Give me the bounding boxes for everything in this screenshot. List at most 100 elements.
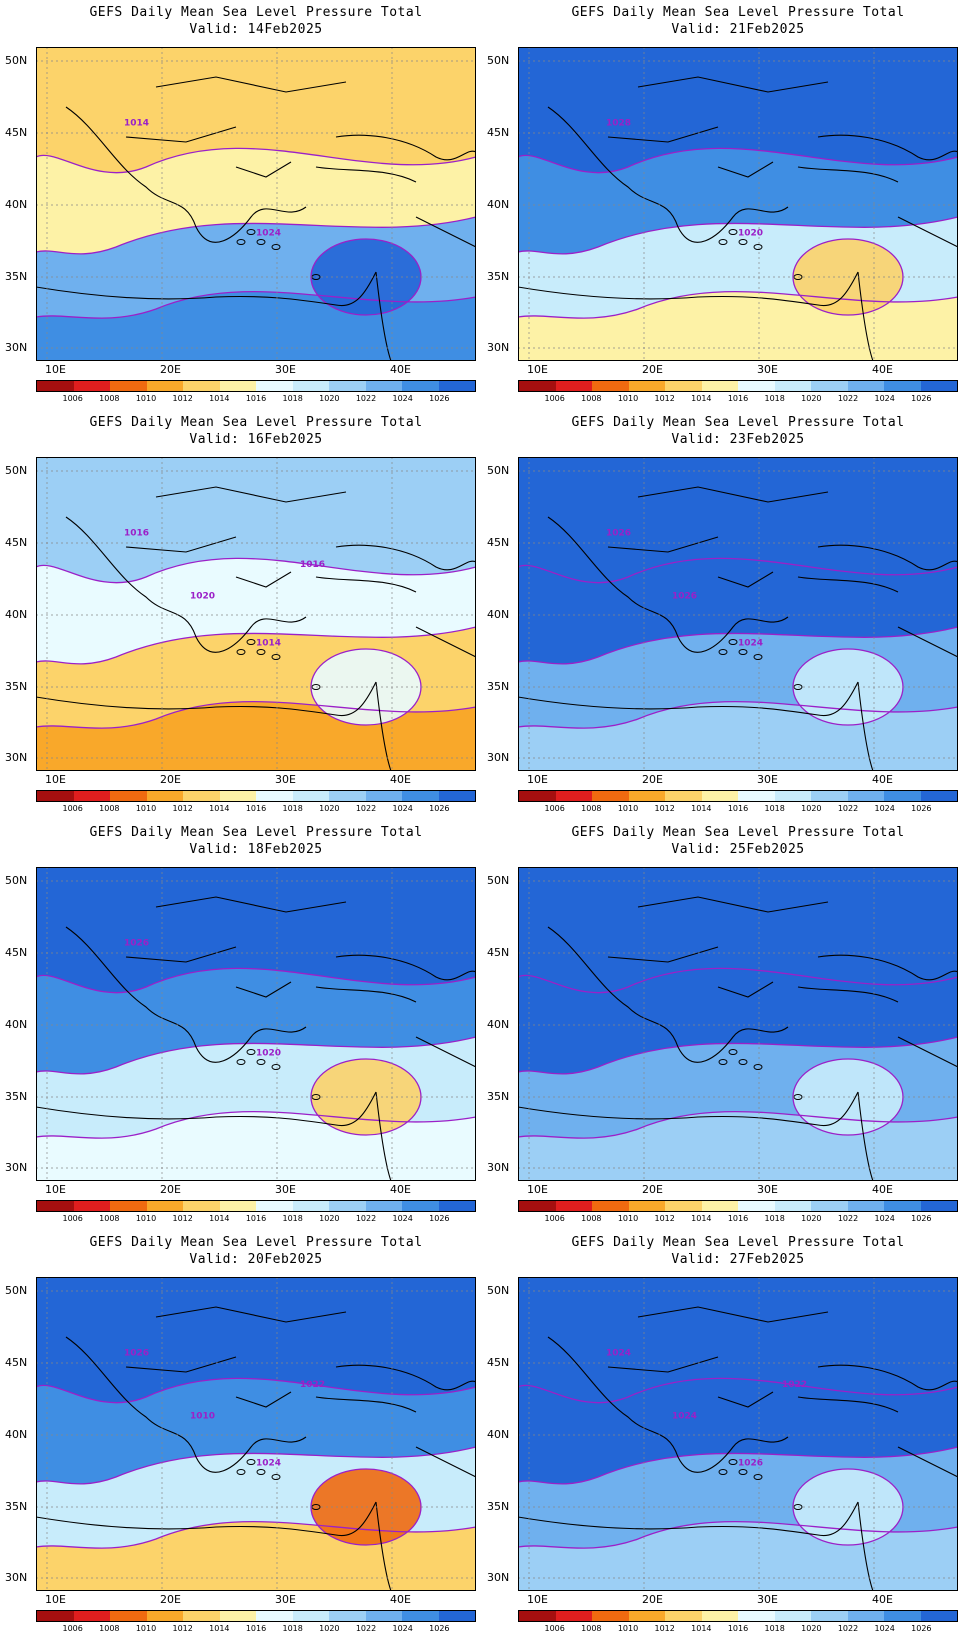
x-tick-label: 30E <box>275 1593 296 1606</box>
colorbar-label: 1014 <box>691 394 712 403</box>
coastline <box>375 271 392 361</box>
contour-label: 1020 <box>256 1048 281 1058</box>
colorbar-label: 1012 <box>654 804 675 813</box>
colorbar <box>36 790 476 802</box>
island <box>738 1059 748 1065</box>
colorbar-label: 1014 <box>691 1214 712 1223</box>
colorbar-label: 1010 <box>617 1214 639 1223</box>
panel-title: GEFS Daily Mean Sea Level Pressure Total <box>89 825 423 840</box>
colorbar-label: 1026 <box>429 394 450 403</box>
coastline <box>817 954 958 981</box>
pressure-band-middle <box>518 968 958 1074</box>
coastline <box>335 134 476 161</box>
y-tick-label: 40N <box>5 1428 28 1441</box>
y-tick-label: 40N <box>5 608 28 621</box>
colorbar-label: 1026 <box>911 1624 932 1633</box>
y-tick-label: 30N <box>487 751 510 764</box>
island <box>256 1469 266 1475</box>
contour-label: 1014 <box>124 119 149 129</box>
coastline <box>65 106 307 243</box>
coastline <box>125 126 237 143</box>
y-tick-label: 35N <box>5 680 28 693</box>
island <box>236 1059 246 1065</box>
colorbar-swatch <box>920 1201 957 1211</box>
island <box>271 654 281 660</box>
x-tick-label: 40E <box>390 363 411 376</box>
colorbar-label: 1008 <box>99 394 120 403</box>
colorbar-swatch <box>592 791 629 801</box>
y-tick-label: 50N <box>5 874 28 887</box>
coastline <box>415 626 476 658</box>
colorbar-swatch <box>37 381 74 391</box>
colorbar-swatch <box>519 381 556 391</box>
y-tick-label: 45N <box>5 946 28 959</box>
colorbar-label: 1020 <box>319 1624 340 1633</box>
y-tick-label: 45N <box>487 946 510 959</box>
coastline <box>797 576 899 593</box>
pressure-band-north <box>36 47 476 173</box>
colorbar-swatch <box>811 381 848 391</box>
colorbar-swatch <box>774 381 811 391</box>
isobar-line <box>36 557 476 584</box>
colorbar-label: 1010 <box>135 1214 157 1223</box>
contour-label: 1022 <box>300 1380 325 1390</box>
colorbar-label: 1012 <box>654 394 675 403</box>
island <box>256 649 266 655</box>
panel-valid-date: Valid: 14Feb2025 <box>189 22 323 37</box>
y-tick-label: 40N <box>487 198 510 211</box>
pressure-band-north <box>518 867 958 993</box>
y-tick-label: 30N <box>487 1161 510 1174</box>
coastline <box>897 1036 958 1068</box>
colorbar-label: 1006 <box>544 1624 565 1633</box>
coastline <box>518 271 859 307</box>
colorbar-label: 1016 <box>245 1214 267 1223</box>
colorbar-swatch <box>402 1201 439 1211</box>
colorbar-label: 1012 <box>172 804 193 813</box>
coastline <box>607 536 719 553</box>
colorbar-swatch <box>146 1201 183 1211</box>
isobar-line <box>518 1520 958 1549</box>
island <box>753 654 763 660</box>
pressure-map: 1026 1020 <box>36 867 476 1181</box>
colorbar-label: 1008 <box>581 1624 602 1633</box>
coastline <box>235 1391 292 1408</box>
colorbar-swatch <box>183 381 220 391</box>
map-panel: GEFS Daily Mean Sea Level Pressure Total… <box>482 1230 964 1640</box>
colorbar-swatch <box>73 381 110 391</box>
colorbar-label: 1026 <box>911 394 932 403</box>
pressure-band-north <box>518 1277 958 1403</box>
colorbar-swatch <box>628 791 665 801</box>
colorbar-label: 1006 <box>544 394 565 403</box>
colorbar-swatch <box>555 381 592 391</box>
island <box>246 229 256 235</box>
colorbar-swatch <box>628 1611 665 1621</box>
map-panel: GEFS Daily Mean Sea Level Pressure Total… <box>482 820 964 1230</box>
colorbar-label: 1008 <box>99 1214 120 1223</box>
y-tick-label: 50N <box>5 1284 28 1297</box>
colorbar-label: 1014 <box>691 1624 712 1633</box>
x-tick-label: 20E <box>642 1183 663 1196</box>
colorbar-swatch <box>884 381 921 391</box>
y-tick-label: 50N <box>5 464 28 477</box>
coastline <box>415 1446 476 1478</box>
colorbar <box>36 1610 476 1622</box>
isobar-line <box>36 290 476 319</box>
isobar-line <box>36 700 476 729</box>
coastline <box>415 216 476 248</box>
contour-label: 1020 <box>190 591 215 601</box>
colorbar-swatch <box>774 1201 811 1211</box>
colorbar-swatch <box>183 1611 220 1621</box>
colorbar-swatch <box>811 1611 848 1621</box>
x-tick-label: 40E <box>872 1183 893 1196</box>
colorbar-label: 1016 <box>245 1624 267 1633</box>
colorbar-label: 1010 <box>617 804 639 813</box>
panel-title: GEFS Daily Mean Sea Level Pressure Total <box>571 1235 905 1250</box>
coastline <box>797 166 899 183</box>
colorbar-swatch <box>37 1201 74 1211</box>
isobar-line <box>36 967 476 994</box>
pressure-band-middle <box>36 558 476 664</box>
colorbar-swatch <box>365 1611 402 1621</box>
coastline <box>375 1501 392 1591</box>
colorbar-swatch <box>884 1201 921 1211</box>
